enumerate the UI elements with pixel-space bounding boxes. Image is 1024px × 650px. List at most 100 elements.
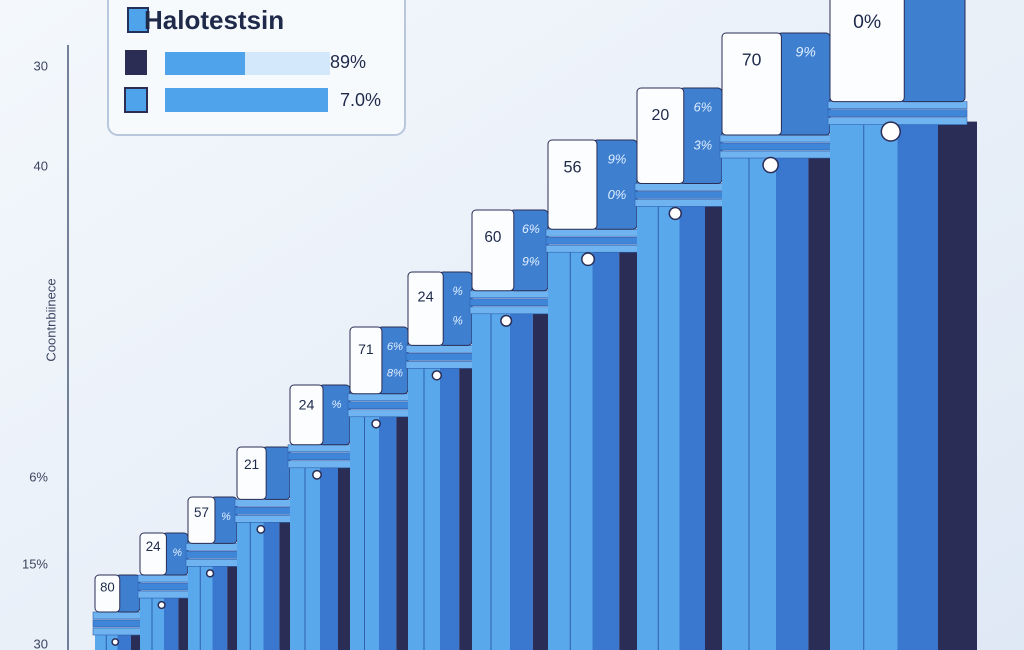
bar-label: 71 xyxy=(358,341,374,357)
bar-card xyxy=(547,139,598,230)
bar-mark: 6% xyxy=(694,99,712,114)
bar-column xyxy=(510,310,533,650)
bar-stripe xyxy=(234,515,293,523)
bar-pin xyxy=(312,469,322,480)
bar-pin xyxy=(111,638,120,646)
bar-mark: 0% xyxy=(608,187,627,202)
bar-card xyxy=(471,209,515,292)
bar-mark: % xyxy=(452,286,462,298)
bar-column xyxy=(117,632,131,650)
bar-stripe xyxy=(137,582,191,591)
bar-mark: % xyxy=(172,547,182,559)
bar-stripe xyxy=(827,101,968,109)
bar-mark: 8% xyxy=(387,368,403,380)
bar-stripe xyxy=(545,236,640,245)
legend-swatch xyxy=(124,87,148,113)
bar-stripe xyxy=(287,460,353,469)
bar-tab xyxy=(438,271,473,346)
bar-stripe xyxy=(185,559,240,567)
bar-stripe xyxy=(634,183,725,191)
bar-stripe xyxy=(634,199,725,207)
bar-stripe xyxy=(469,298,551,307)
bar-stripe xyxy=(92,627,143,636)
bars: 80 24 % 57 % 21 24 % 71 6% 8% 24 %% 60 6% 9% 56 9% 0% 20 6% 3… xyxy=(92,0,977,650)
y-axis-label: 30 xyxy=(34,636,48,650)
bar-label: 21 xyxy=(244,457,259,472)
bar-stripe xyxy=(185,543,240,551)
bar-stripe xyxy=(137,590,191,599)
bar-stripe xyxy=(469,290,551,299)
bar-column xyxy=(379,413,397,650)
bar-card xyxy=(407,271,444,346)
bar-pin xyxy=(431,370,443,381)
bar-pin xyxy=(762,156,779,174)
bar-label: 56 xyxy=(563,158,581,176)
bar-mark: % xyxy=(331,399,341,411)
bar-column xyxy=(212,563,228,650)
bar-label: 57 xyxy=(194,505,209,520)
bar-card xyxy=(236,446,267,500)
bar-stripe xyxy=(234,499,293,507)
y-axis-label: 6% xyxy=(29,469,48,484)
bar-column xyxy=(263,519,280,650)
bar-card xyxy=(187,496,216,544)
bar-tab xyxy=(318,384,351,446)
bar-label: 60 xyxy=(484,229,501,246)
legend-bar xyxy=(165,52,245,75)
legend-title: Halotestsin xyxy=(144,5,284,35)
bar-card xyxy=(721,32,782,136)
y-axis-label: 40 xyxy=(34,158,48,173)
bar-stripe xyxy=(405,353,475,361)
y-axis-title: Coontnbiinece xyxy=(43,278,58,361)
bar-column xyxy=(679,203,705,650)
bar-column xyxy=(592,249,620,650)
bar-label: 24 xyxy=(146,539,161,554)
bar-stripe xyxy=(347,401,411,410)
bar-pin xyxy=(205,569,215,578)
bar-label: 0% xyxy=(853,11,881,33)
bar-label: 70 xyxy=(742,50,762,70)
bar-mark: 3% xyxy=(694,138,712,153)
bar-column xyxy=(776,155,809,650)
bar-pin xyxy=(880,121,901,142)
legend-bar xyxy=(165,88,328,112)
bar-stripe xyxy=(719,134,833,143)
bar-card xyxy=(94,574,121,613)
legend: Halotestsin 89% 7.0% xyxy=(107,0,406,136)
bar-label: 24 xyxy=(418,290,434,306)
y-axis-label: 15% xyxy=(22,556,48,571)
bar-pin xyxy=(157,600,166,610)
bar-stripe xyxy=(92,611,143,620)
bar-stripe xyxy=(185,551,240,559)
bar-mark: 9% xyxy=(522,255,540,269)
bar-mark: % xyxy=(452,315,462,327)
bar-tab xyxy=(899,0,966,103)
bar-label: 20 xyxy=(652,107,670,124)
bar-column xyxy=(440,365,460,650)
bar-column xyxy=(897,121,938,650)
bar-stripe xyxy=(545,244,640,253)
bar-column xyxy=(164,595,179,650)
bar-stripe xyxy=(405,345,475,353)
bar-stripe xyxy=(347,409,411,418)
bar-tab xyxy=(377,326,409,395)
bar-label: 24 xyxy=(299,398,315,414)
legend-label: 7.0% xyxy=(340,90,381,110)
bar-card xyxy=(139,532,167,576)
bar-card xyxy=(289,384,324,446)
bar-stripe xyxy=(234,507,293,515)
legend-icon xyxy=(127,7,149,33)
bar-pin xyxy=(668,206,682,221)
bar-stripe xyxy=(827,117,968,125)
bar-pin xyxy=(371,418,381,429)
bar-stripe xyxy=(137,574,191,583)
bar-stripe xyxy=(719,142,833,151)
bar-mark: % xyxy=(221,511,231,523)
bar-card xyxy=(349,326,383,395)
bar-pin xyxy=(500,314,513,327)
y-axis-label: 30 xyxy=(34,58,48,73)
bar-card xyxy=(636,87,685,184)
bar-stripe xyxy=(634,191,725,199)
